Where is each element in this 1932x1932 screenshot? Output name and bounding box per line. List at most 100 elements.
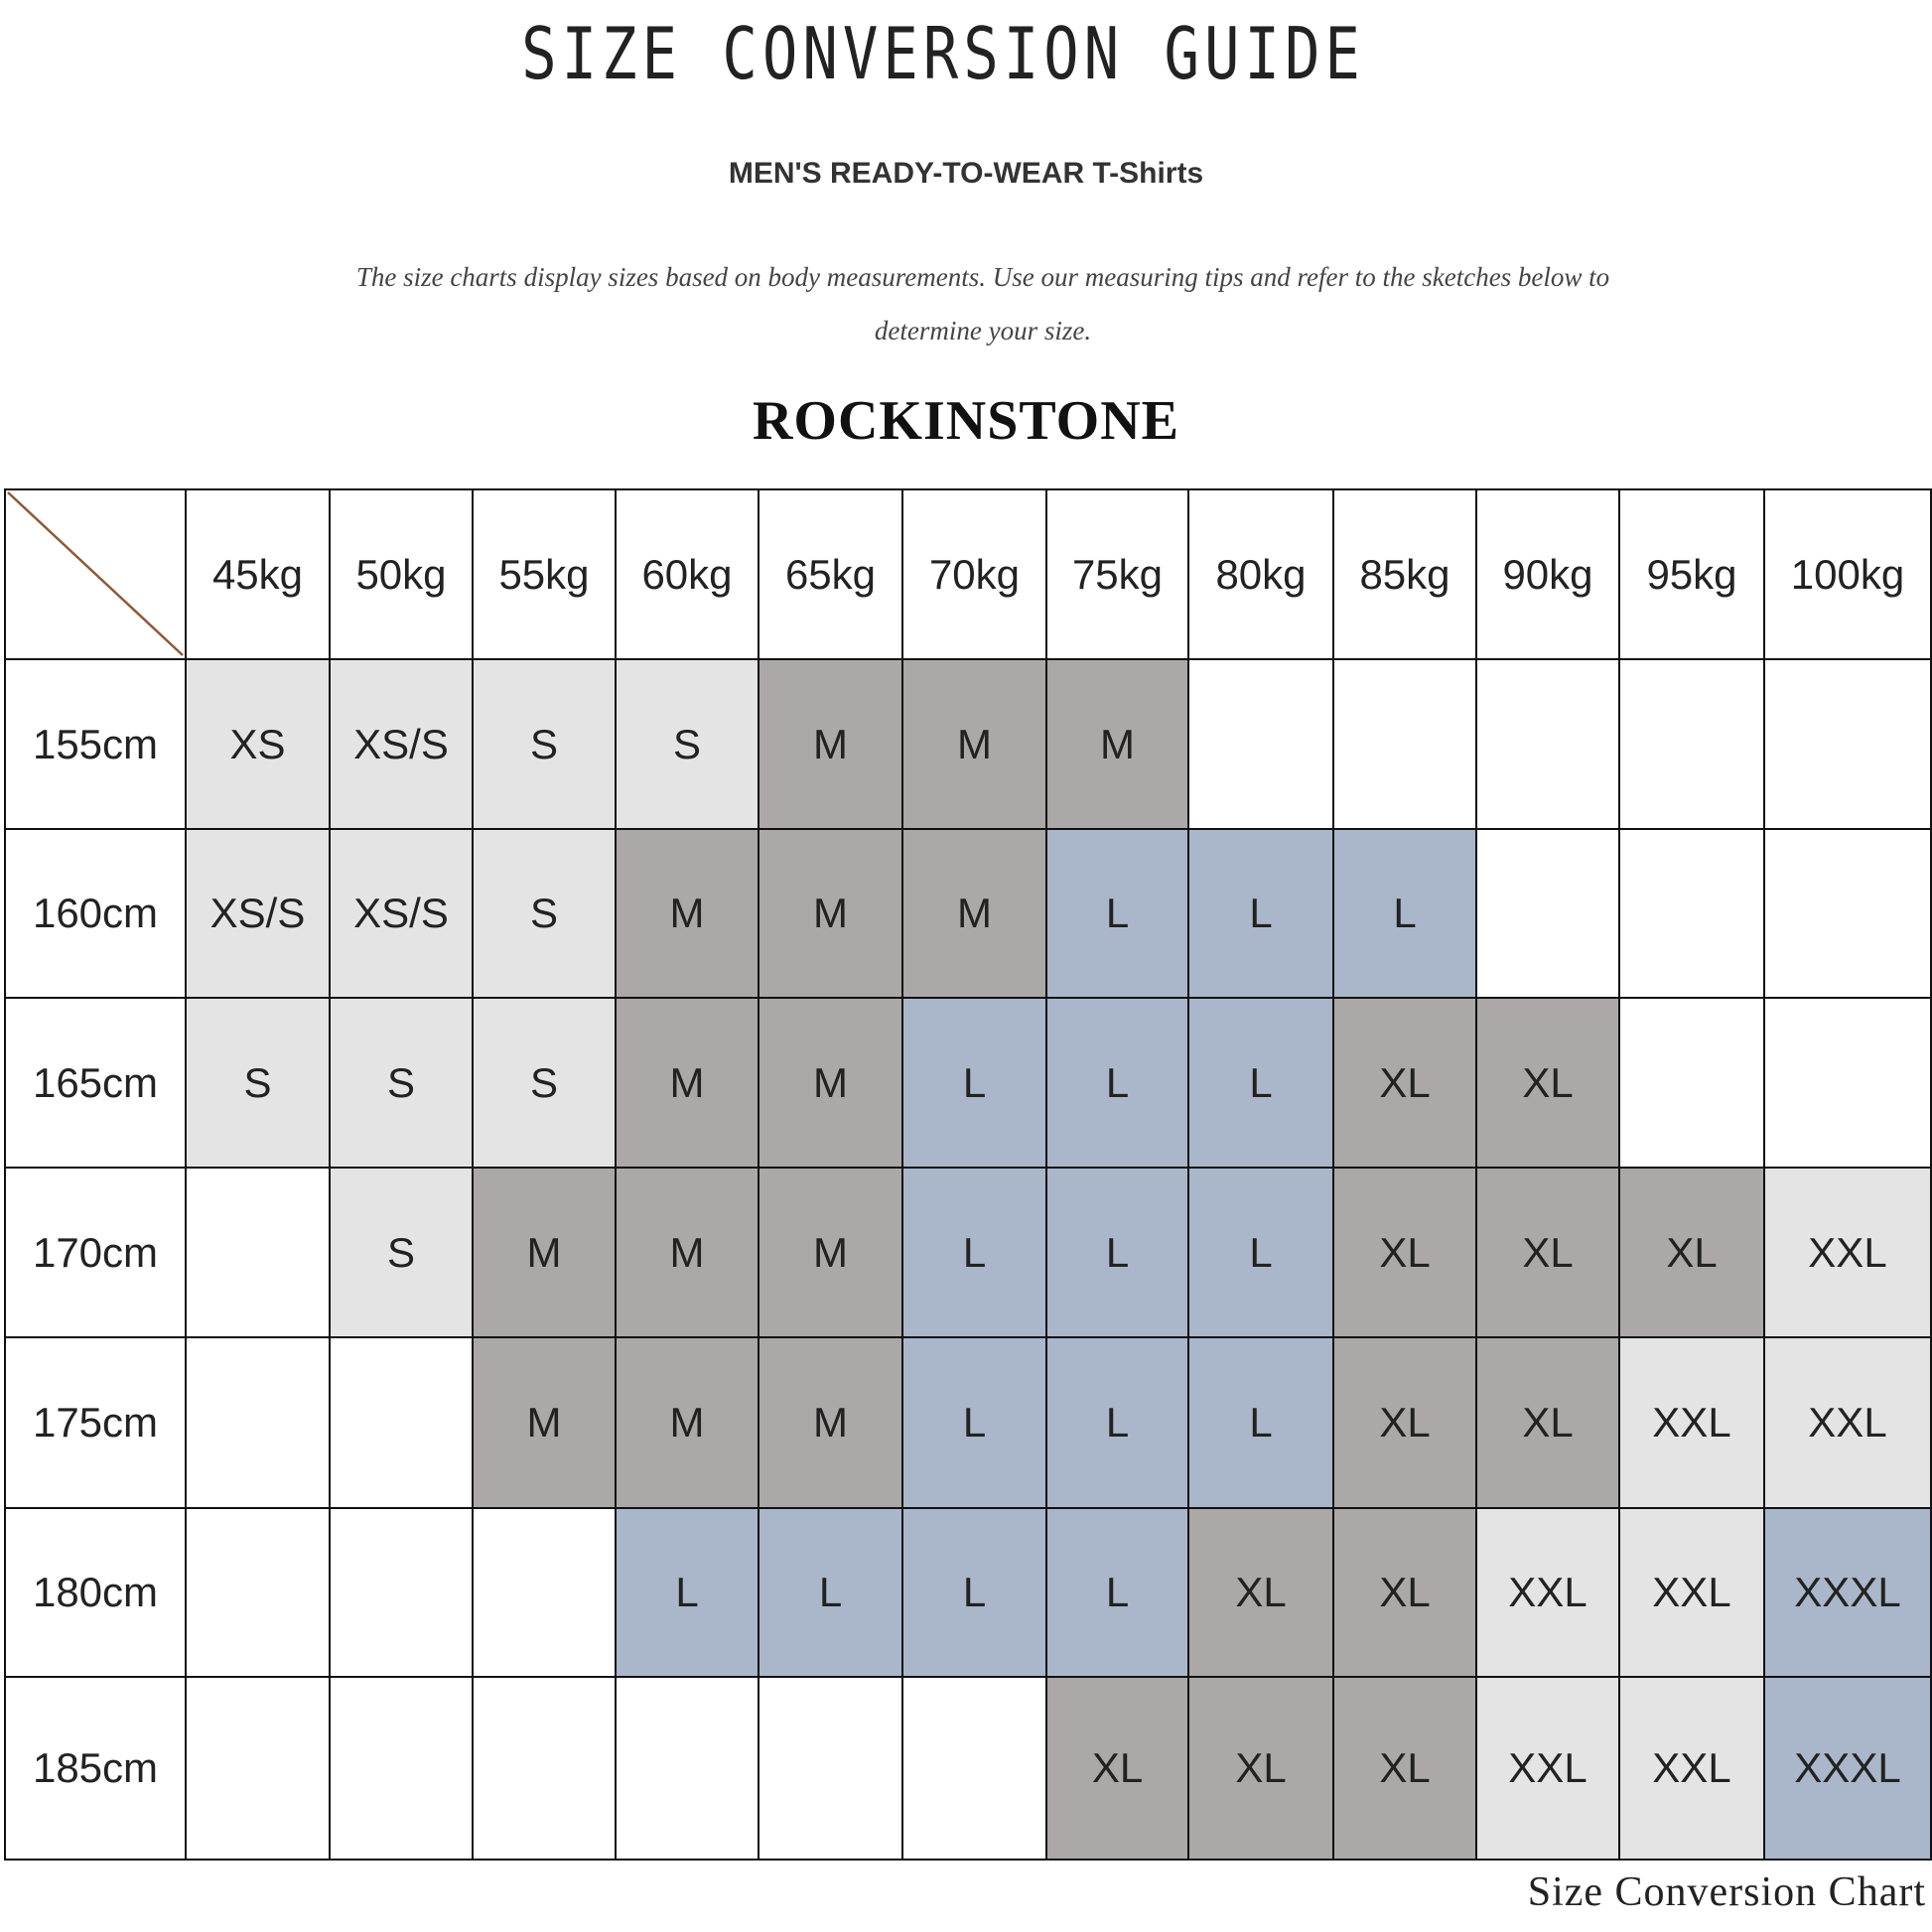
weight-header: 55kg [472,488,617,660]
size-cell: XL [1332,1167,1477,1338]
size-cell: M [901,658,1047,830]
size-cell: XL [1332,1676,1477,1861]
size-cell: XL [1475,1336,1620,1509]
size-cell: XXL [1475,1507,1620,1678]
size-cell: L [1332,828,1477,999]
size-cell: M [615,997,759,1169]
size-cell: XL [1187,1507,1334,1678]
size-cell: XXL [1618,1507,1765,1678]
size-cell: XS/S [329,658,474,830]
size-cell: XXL [1763,1167,1932,1338]
weight-header: 65kg [758,488,903,660]
size-cell [1618,828,1765,999]
height-label: 160cm [4,828,187,999]
size-cell: M [1045,658,1189,830]
weight-header: 85kg [1332,488,1477,660]
size-cell: L [1045,1507,1189,1678]
size-cell: L [901,997,1047,1169]
size-cell: L [1045,828,1189,999]
size-cell: XXL [1618,1336,1765,1509]
size-cell [472,1507,617,1678]
size-cell: L [901,1167,1047,1338]
table-row: 160cm XS/S XS/S S M M M L L L [4,828,1932,999]
table-row: 180cm L L L L XL XL XXL XXL XXXL [4,1507,1932,1678]
size-cell: XL [1187,1676,1334,1861]
table-row: 175cm M M M L L L XL XL XXL XXL [4,1336,1932,1509]
size-cell [1618,997,1765,1169]
size-cell: M [901,828,1047,999]
size-cell: L [1187,997,1334,1169]
size-cell: XL [1332,997,1477,1169]
weight-header: 70kg [901,488,1047,660]
size-cell: L [1187,1336,1334,1509]
size-cell: XL [1475,997,1620,1169]
size-table: 45kg 50kg 55kg 60kg 65kg 70kg 75kg 80kg 85kg 90kg… [4,488,1932,1861]
size-cell: L [1045,1167,1189,1338]
brand-name: ROCKINSTONE [752,390,1180,452]
size-cell: L [901,1336,1047,1509]
weight-header: 80kg [1187,488,1334,660]
size-cell [329,1507,474,1678]
size-cell: XL [1045,1676,1189,1861]
size-cell [1763,828,1932,999]
weight-header: 95kg [1618,488,1765,660]
weight-header: 60kg [615,488,759,660]
diagonal-line [7,491,184,656]
size-cell: XXXL [1763,1507,1932,1678]
size-cell [758,1676,903,1861]
size-cell [329,1336,474,1509]
weight-header: 75kg [1045,488,1189,660]
size-cell: S [472,828,617,999]
size-cell [1475,828,1620,999]
size-cell [185,1336,331,1509]
size-cell: S [472,997,617,1169]
size-cell: S [329,1167,474,1338]
size-cell: L [1045,997,1189,1169]
weight-header: 45kg [185,488,331,660]
size-cell: M [758,658,903,830]
size-cell [185,1507,331,1678]
page-title: SIZE CONVERSION GUIDE [521,12,1365,95]
size-cell [472,1676,617,1861]
size-cell: S [472,658,617,830]
height-label: 170cm [4,1167,187,1338]
size-cell: S [329,997,474,1169]
weight-header: 50kg [329,488,474,660]
height-label: 155cm [4,658,187,830]
size-cell: XXXL [1763,1676,1932,1861]
size-cell [1763,658,1932,830]
size-cell: M [758,997,903,1169]
size-cell: M [758,1336,903,1509]
size-cell: M [615,1167,759,1338]
height-label: 180cm [4,1507,187,1678]
size-cell [329,1676,474,1861]
size-cell: XS/S [329,828,474,999]
table-row: 185cm XL XL XL XXL XXL XXXL [4,1676,1932,1861]
size-cell: XXL [1763,1336,1932,1509]
table-row: 170cm S M M M L L L XL XL XL XXL [4,1167,1932,1338]
size-cell: M [472,1336,617,1509]
size-cell [1187,658,1334,830]
size-cell: L [758,1507,903,1678]
size-cell: M [472,1167,617,1338]
table-row: 155cm XS XS/S S S M M M [4,658,1932,830]
size-cell: S [185,997,331,1169]
size-cell: XS [185,658,331,830]
height-label: 175cm [4,1336,187,1509]
size-cell: M [615,1336,759,1509]
height-label: 185cm [4,1676,187,1861]
size-cell [1618,658,1765,830]
size-cell [185,1676,331,1861]
size-cell [1475,658,1620,830]
footer-caption: Size Conversion Chart [1527,1869,1926,1915]
size-cell: XXL [1618,1676,1765,1861]
size-cell: L [901,1507,1047,1678]
size-cell [1763,997,1932,1169]
size-cell: M [758,828,903,999]
height-label: 165cm [4,997,187,1169]
size-cell: M [758,1167,903,1338]
size-cell [901,1676,1047,1861]
size-cell: XL [1332,1336,1477,1509]
table-row: 165cm S S S M M L L L XL XL [4,997,1932,1169]
size-cell: L [1187,1167,1334,1338]
